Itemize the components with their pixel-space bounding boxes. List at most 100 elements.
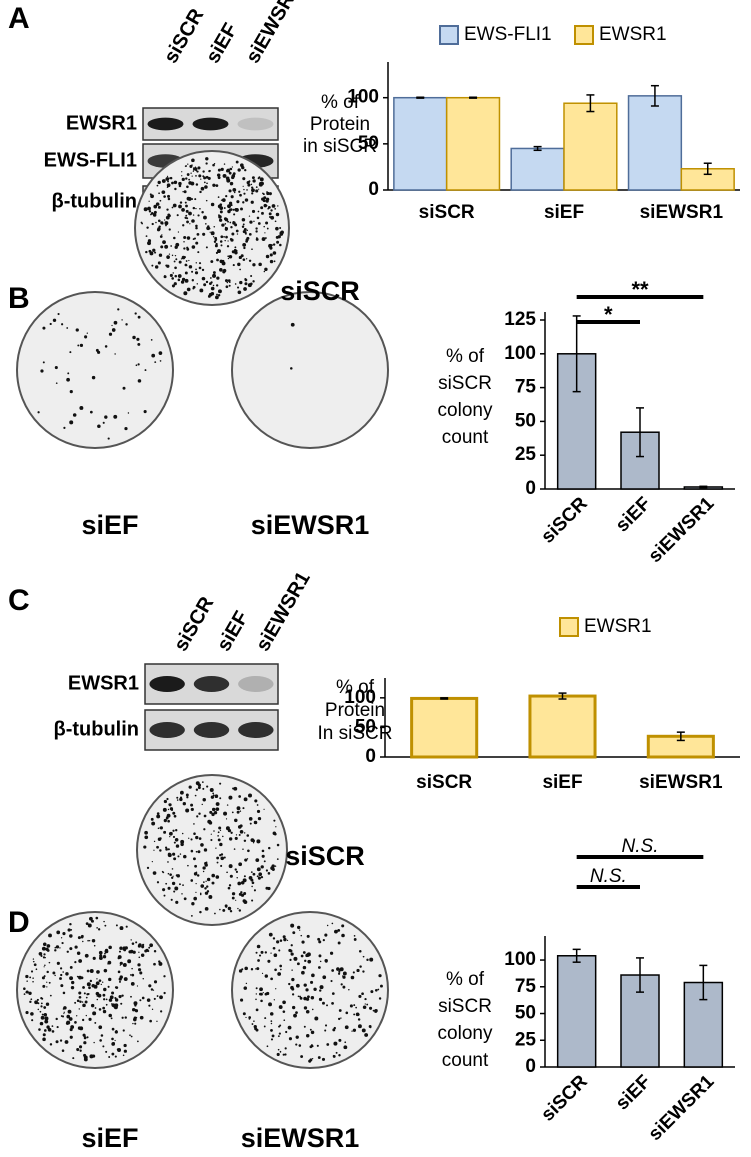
colony [105,1003,108,1006]
colony [59,947,61,949]
colony [248,793,253,798]
colony [77,936,81,940]
colony [134,1004,137,1007]
colony [89,1054,94,1059]
colony [256,944,261,949]
y-tick-label: 100 [504,949,536,970]
colony [88,1017,92,1021]
colony [87,992,90,996]
colony [209,231,211,233]
colony [127,959,132,964]
colony [261,972,264,975]
dish [16,291,174,449]
colony [190,803,194,807]
colony [349,1004,353,1008]
colony [356,968,360,973]
colony [155,221,157,224]
colony [273,832,277,836]
colony [25,1011,29,1014]
colony [374,1009,376,1012]
colony [102,421,105,424]
colony [271,204,276,208]
colony [228,284,231,287]
colony [178,204,182,209]
colony [60,1015,63,1017]
colony [214,236,218,240]
colony [213,225,216,228]
colony [236,286,240,289]
colony [48,933,52,938]
colony [249,822,252,825]
y-tick-label: 50 [355,716,376,737]
colony [250,871,253,873]
y-tick-label: 0 [525,1056,536,1077]
dish-label: siSCR [280,276,360,306]
colony [224,218,229,222]
error-bar [703,162,712,176]
colony [166,255,170,259]
colony [261,211,264,215]
colony [23,993,26,996]
colony [232,208,235,211]
colony [288,982,291,986]
colony [202,870,205,873]
colony [217,838,221,842]
colony [177,278,181,282]
colony [237,881,242,886]
colony [42,942,47,947]
colony [137,315,141,319]
colony [67,1009,72,1014]
colony [236,200,240,204]
colony [104,924,107,927]
colony [219,782,222,785]
colony [167,861,169,863]
significance-label: N.S. [590,866,627,887]
colony [135,364,138,367]
colony [66,377,70,382]
colony [227,240,229,242]
colony [246,229,249,232]
colony [74,961,77,964]
colony [249,220,253,224]
colony [168,803,172,807]
colony [131,1008,136,1012]
x-tick-label: siEF [542,772,582,793]
colony [222,270,226,274]
colony [151,860,153,863]
colony [180,790,184,795]
colony [233,213,236,216]
colony [38,951,43,956]
colony [159,995,163,1000]
colony [253,889,257,892]
colony [263,860,266,863]
colony [213,163,216,165]
dish [231,911,389,1069]
colony [251,885,253,888]
colony [301,970,305,975]
colony [180,258,183,260]
colony [230,226,233,229]
colony [167,183,169,186]
colony [234,836,238,840]
colony [228,189,232,193]
colony [137,963,141,967]
colony [82,1003,86,1008]
colony [236,233,239,235]
colony [157,219,161,223]
colony [173,260,176,263]
colony [236,810,240,814]
colony [258,182,263,187]
blot-band [192,117,229,131]
colony [202,170,205,173]
colony [181,175,183,177]
colony [211,812,215,817]
colony [319,960,322,963]
dish [134,150,290,306]
colony [163,818,167,823]
colony [182,884,184,887]
colony [277,205,279,207]
colony [303,1006,308,1010]
colony [129,974,132,976]
colony [305,988,309,992]
colony [284,1053,287,1056]
